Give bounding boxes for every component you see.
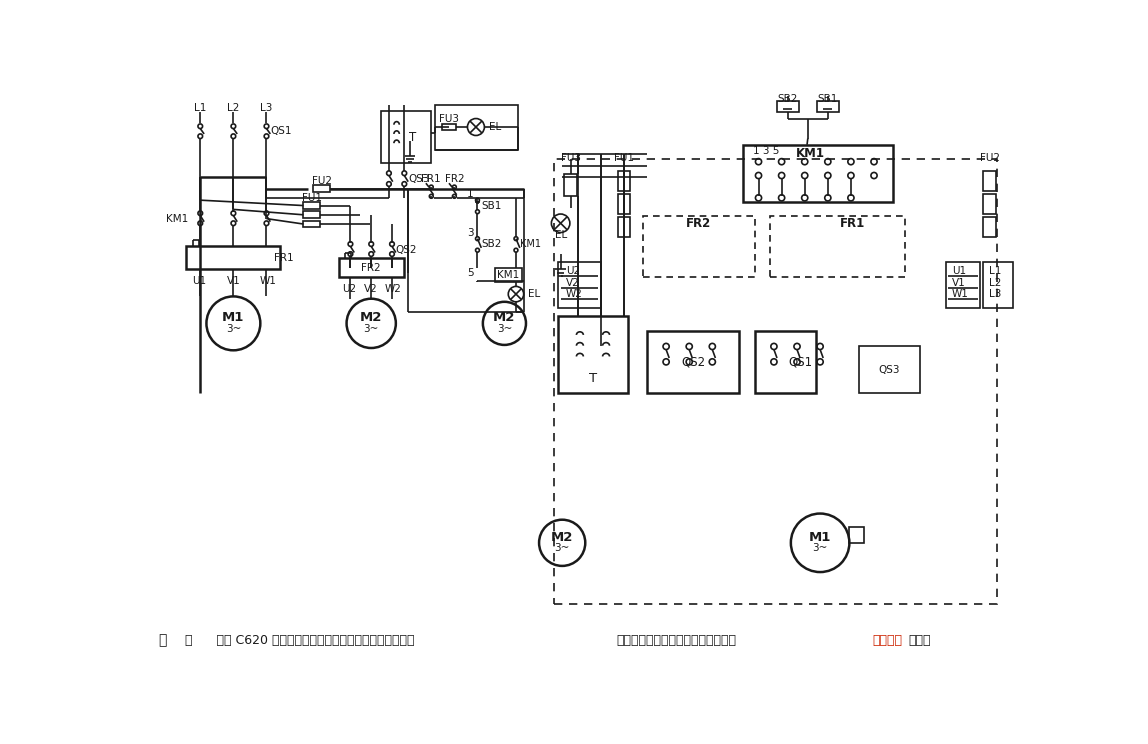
Bar [442, 124, 456, 130]
Bar [743, 145, 893, 202]
Bar [946, 262, 980, 308]
Text: FR2: FR2 [444, 174, 464, 185]
Bar [554, 159, 998, 604]
Bar [770, 216, 905, 278]
Text: EL: EL [528, 289, 540, 299]
Text: FR2: FR2 [687, 217, 712, 230]
Bar [339, 258, 404, 278]
Bar [435, 106, 518, 150]
Text: V2: V2 [566, 278, 580, 289]
Text: U2: U2 [342, 283, 356, 294]
Text: KM1: KM1 [165, 214, 188, 225]
Text: FU1: FU1 [302, 193, 321, 203]
Text: SB2: SB2 [777, 94, 798, 104]
Text: L1: L1 [194, 103, 207, 113]
Bar [313, 185, 331, 193]
Text: EL: EL [489, 122, 502, 132]
Bar [646, 331, 739, 393]
Text: QS2: QS2 [681, 356, 705, 368]
Bar [859, 347, 921, 393]
Text: FU2: FU2 [312, 176, 332, 186]
Text: L2: L2 [988, 278, 1001, 289]
Text: 3~: 3~ [554, 543, 569, 554]
Text: 3~: 3~ [497, 324, 512, 334]
Text: 1: 1 [467, 189, 474, 199]
Bar [777, 101, 799, 112]
Text: SB1: SB1 [481, 201, 502, 211]
Text: T: T [589, 372, 597, 385]
Text: U1: U1 [192, 276, 205, 286]
Text: M2: M2 [551, 531, 573, 544]
Text: 5: 5 [467, 269, 474, 278]
Text: M1: M1 [223, 312, 245, 324]
Text: FR1: FR1 [274, 253, 294, 263]
Text: L1: L1 [988, 266, 1001, 276]
Text: FU3: FU3 [560, 153, 581, 163]
Text: W2: W2 [385, 283, 402, 294]
Bar [495, 268, 521, 282]
Text: SB2: SB2 [481, 240, 502, 249]
Bar [303, 211, 320, 218]
Text: M1: M1 [809, 531, 831, 544]
Text: 布线。: 布线。 [909, 634, 931, 647]
Text: KM1: KM1 [520, 240, 541, 249]
Text: QS2: QS2 [396, 246, 418, 255]
Text: L3: L3 [988, 289, 1001, 299]
Bar [618, 194, 630, 214]
Text: SB1: SB1 [817, 94, 838, 104]
Text: FR1: FR1 [840, 217, 866, 230]
Text: V2: V2 [364, 283, 378, 294]
Text: FR1: FR1 [421, 174, 441, 185]
Text: FR2: FR2 [362, 263, 381, 272]
Text: FU1: FU1 [614, 153, 634, 163]
Text: M2: M2 [494, 312, 515, 324]
Text: KM1: KM1 [497, 270, 519, 280]
Text: W1: W1 [952, 289, 969, 299]
Text: 3~: 3~ [813, 543, 828, 554]
Bar [186, 246, 280, 269]
Text: EL: EL [554, 230, 567, 240]
Bar [754, 331, 816, 393]
Bar [381, 111, 432, 163]
Text: FU3: FU3 [439, 115, 459, 124]
Text: L2: L2 [227, 103, 240, 113]
Bar [983, 262, 1014, 308]
Text: 平面布线: 平面布线 [872, 634, 902, 647]
Text: QS3: QS3 [878, 365, 900, 374]
Bar [643, 216, 754, 278]
Text: 3: 3 [467, 228, 474, 237]
Bar [303, 202, 320, 209]
Text: U1: U1 [952, 266, 965, 276]
Bar [848, 527, 864, 543]
Text: V1: V1 [226, 276, 240, 286]
Text: 图: 图 [158, 634, 166, 647]
Text: L3: L3 [261, 103, 273, 113]
Bar [558, 315, 628, 393]
Bar [817, 101, 838, 112]
Text: M2: M2 [360, 312, 382, 324]
Bar [984, 171, 995, 190]
Text: U2: U2 [566, 266, 580, 276]
Text: W1: W1 [259, 276, 277, 286]
Bar [565, 174, 576, 196]
Text: QS3: QS3 [409, 173, 429, 184]
Bar [558, 262, 600, 308]
Bar [303, 220, 320, 228]
Text: 图      所示 C620 型车床的电路是典型的单向起动、连续运转: 图 所示 C620 型车床的电路是典型的单向起动、连续运转 [185, 634, 414, 647]
Text: QS1: QS1 [789, 356, 813, 368]
Text: T: T [409, 130, 416, 144]
Bar [984, 194, 995, 214]
Text: QS1: QS1 [270, 126, 292, 136]
Text: FU2: FU2 [979, 153, 1000, 163]
Bar [984, 217, 995, 237]
Text: KM1: KM1 [796, 147, 825, 161]
Text: 3~: 3~ [364, 324, 379, 334]
Text: 的电路。其配线比较典型，属于板前: 的电路。其配线比较典型，属于板前 [616, 634, 736, 647]
Text: 1 3 5: 1 3 5 [753, 146, 779, 156]
Text: W2: W2 [566, 289, 583, 299]
Text: V1: V1 [952, 278, 965, 289]
Text: 3~: 3~ [226, 324, 241, 334]
Bar [618, 217, 630, 237]
Bar [618, 171, 630, 190]
